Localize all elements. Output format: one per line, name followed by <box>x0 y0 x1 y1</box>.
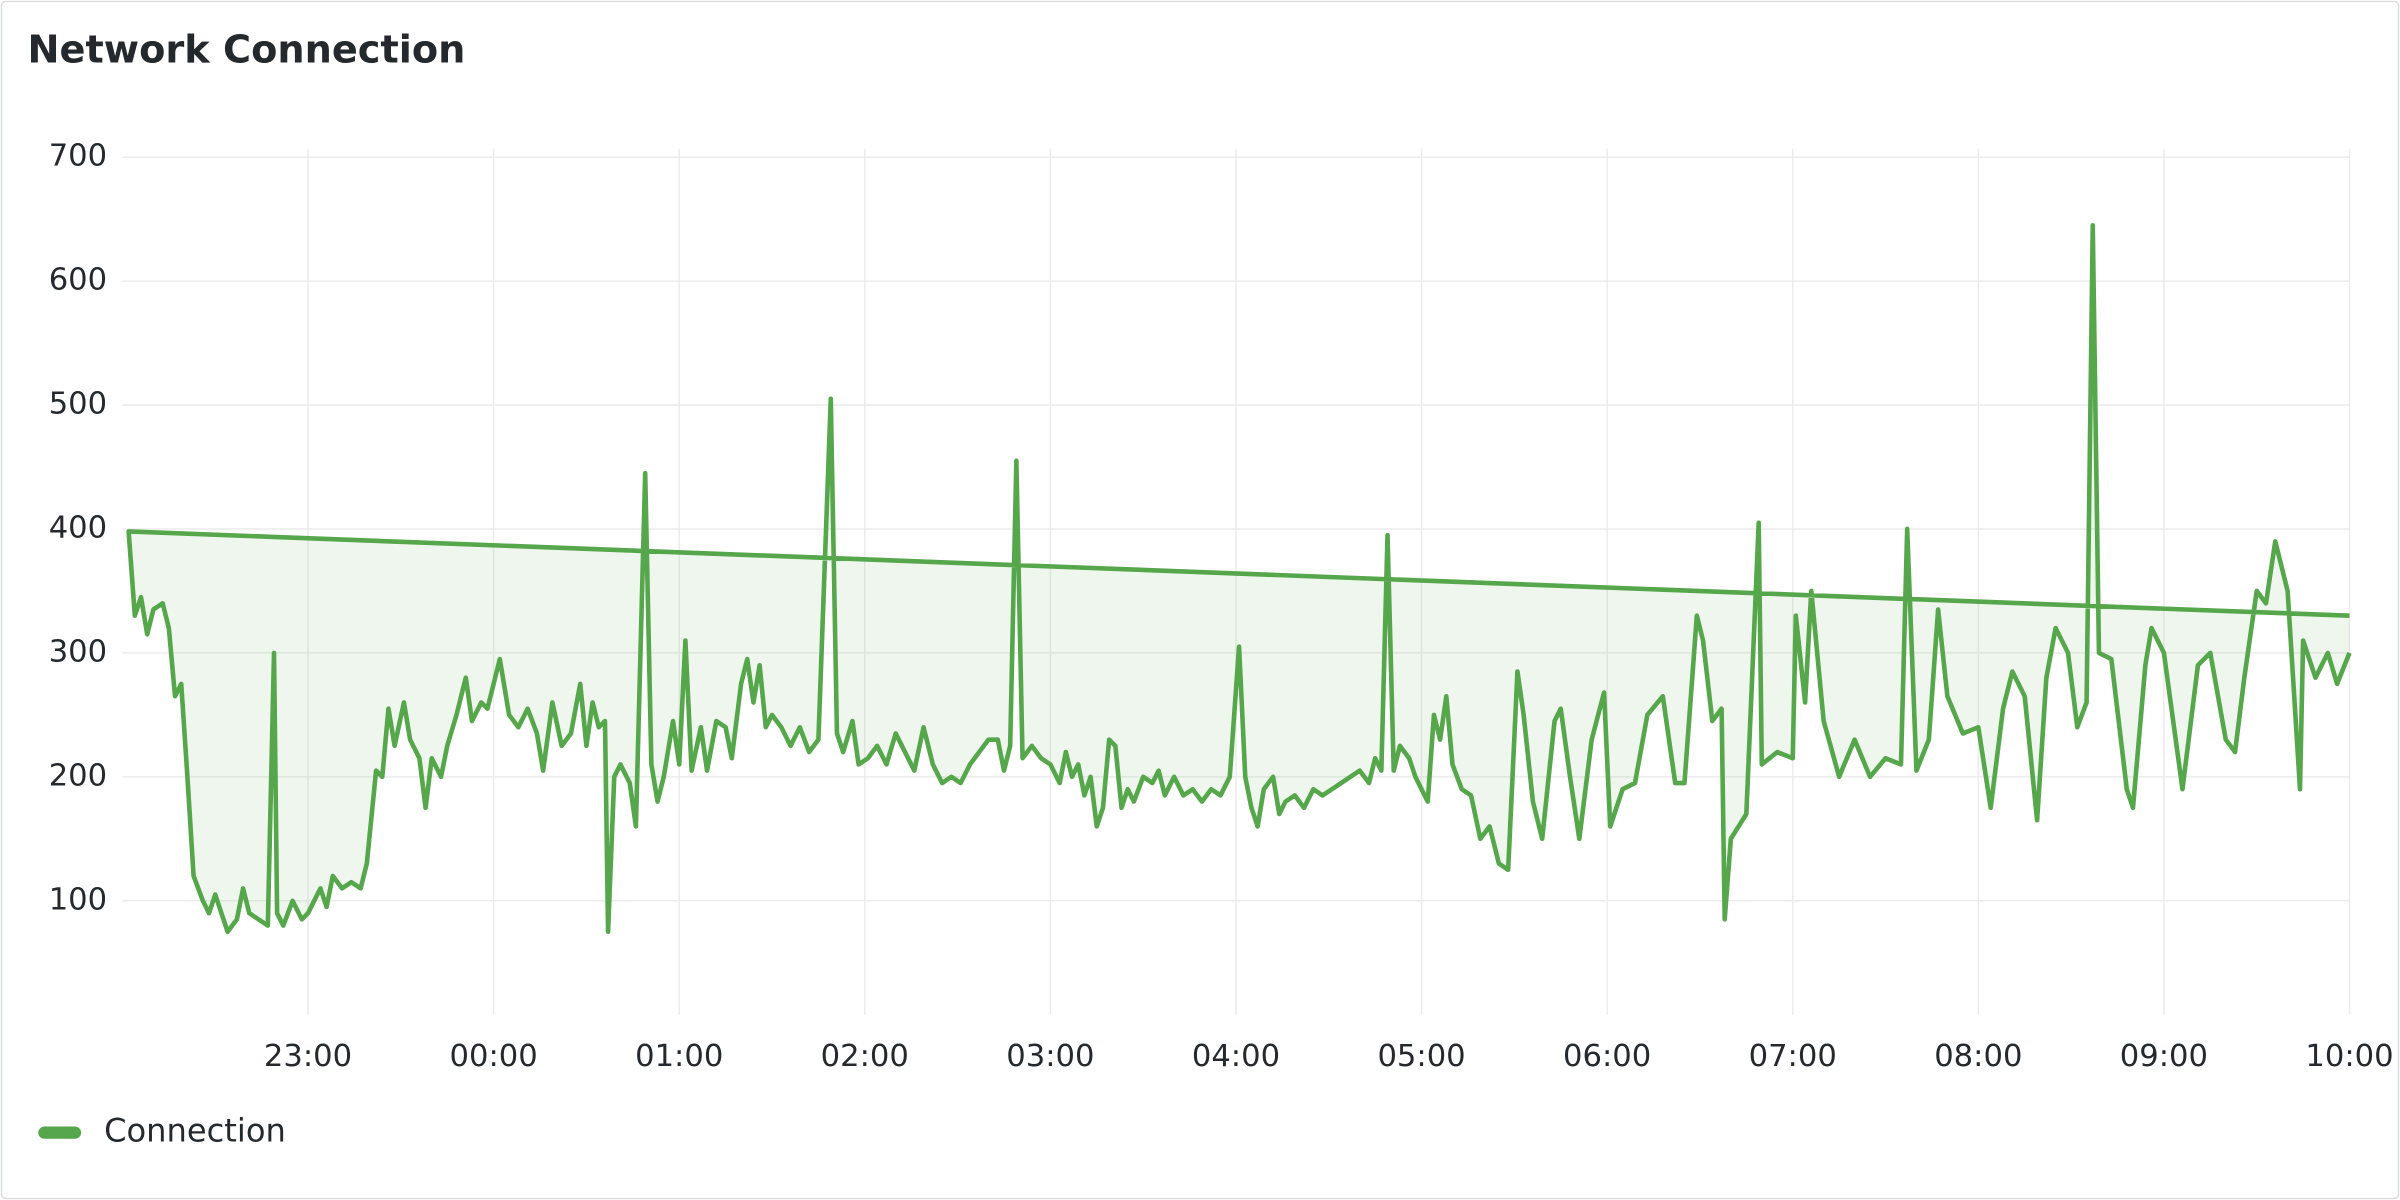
x-tick-label: 05:00 <box>1377 1039 1465 1074</box>
y-tick-label: 100 <box>49 882 107 917</box>
x-tick-label: 10:00 <box>2305 1039 2393 1074</box>
x-tick-label: 06:00 <box>1563 1039 1651 1074</box>
x-tick-label: 09:00 <box>2120 1039 2208 1074</box>
y-tick-label: 600 <box>49 263 107 298</box>
series-area <box>128 225 2350 1015</box>
x-tick-label: 23:00 <box>264 1039 352 1074</box>
x-tick-label: 02:00 <box>821 1039 909 1074</box>
x-tick-label: 01:00 <box>635 1039 723 1074</box>
series-line <box>126 223 2352 935</box>
panel-title: Network Connection <box>28 28 466 73</box>
x-tick-label: 00:00 <box>450 1039 538 1074</box>
x-tick-label: 04:00 <box>1192 1039 1280 1074</box>
legend-swatch <box>38 1126 82 1139</box>
legend-label[interactable]: Connection <box>104 1112 286 1150</box>
x-tick-label: 07:00 <box>1749 1039 1837 1074</box>
y-tick-label: 200 <box>49 758 107 793</box>
y-tick-label: 400 <box>49 510 107 545</box>
y-tick-label: 500 <box>49 387 107 422</box>
x-tick-label: 03:00 <box>1006 1039 1094 1074</box>
x-tick-label: 08:00 <box>1934 1039 2022 1074</box>
y-tick-label: 300 <box>49 634 107 669</box>
y-tick-label: 700 <box>49 139 107 174</box>
